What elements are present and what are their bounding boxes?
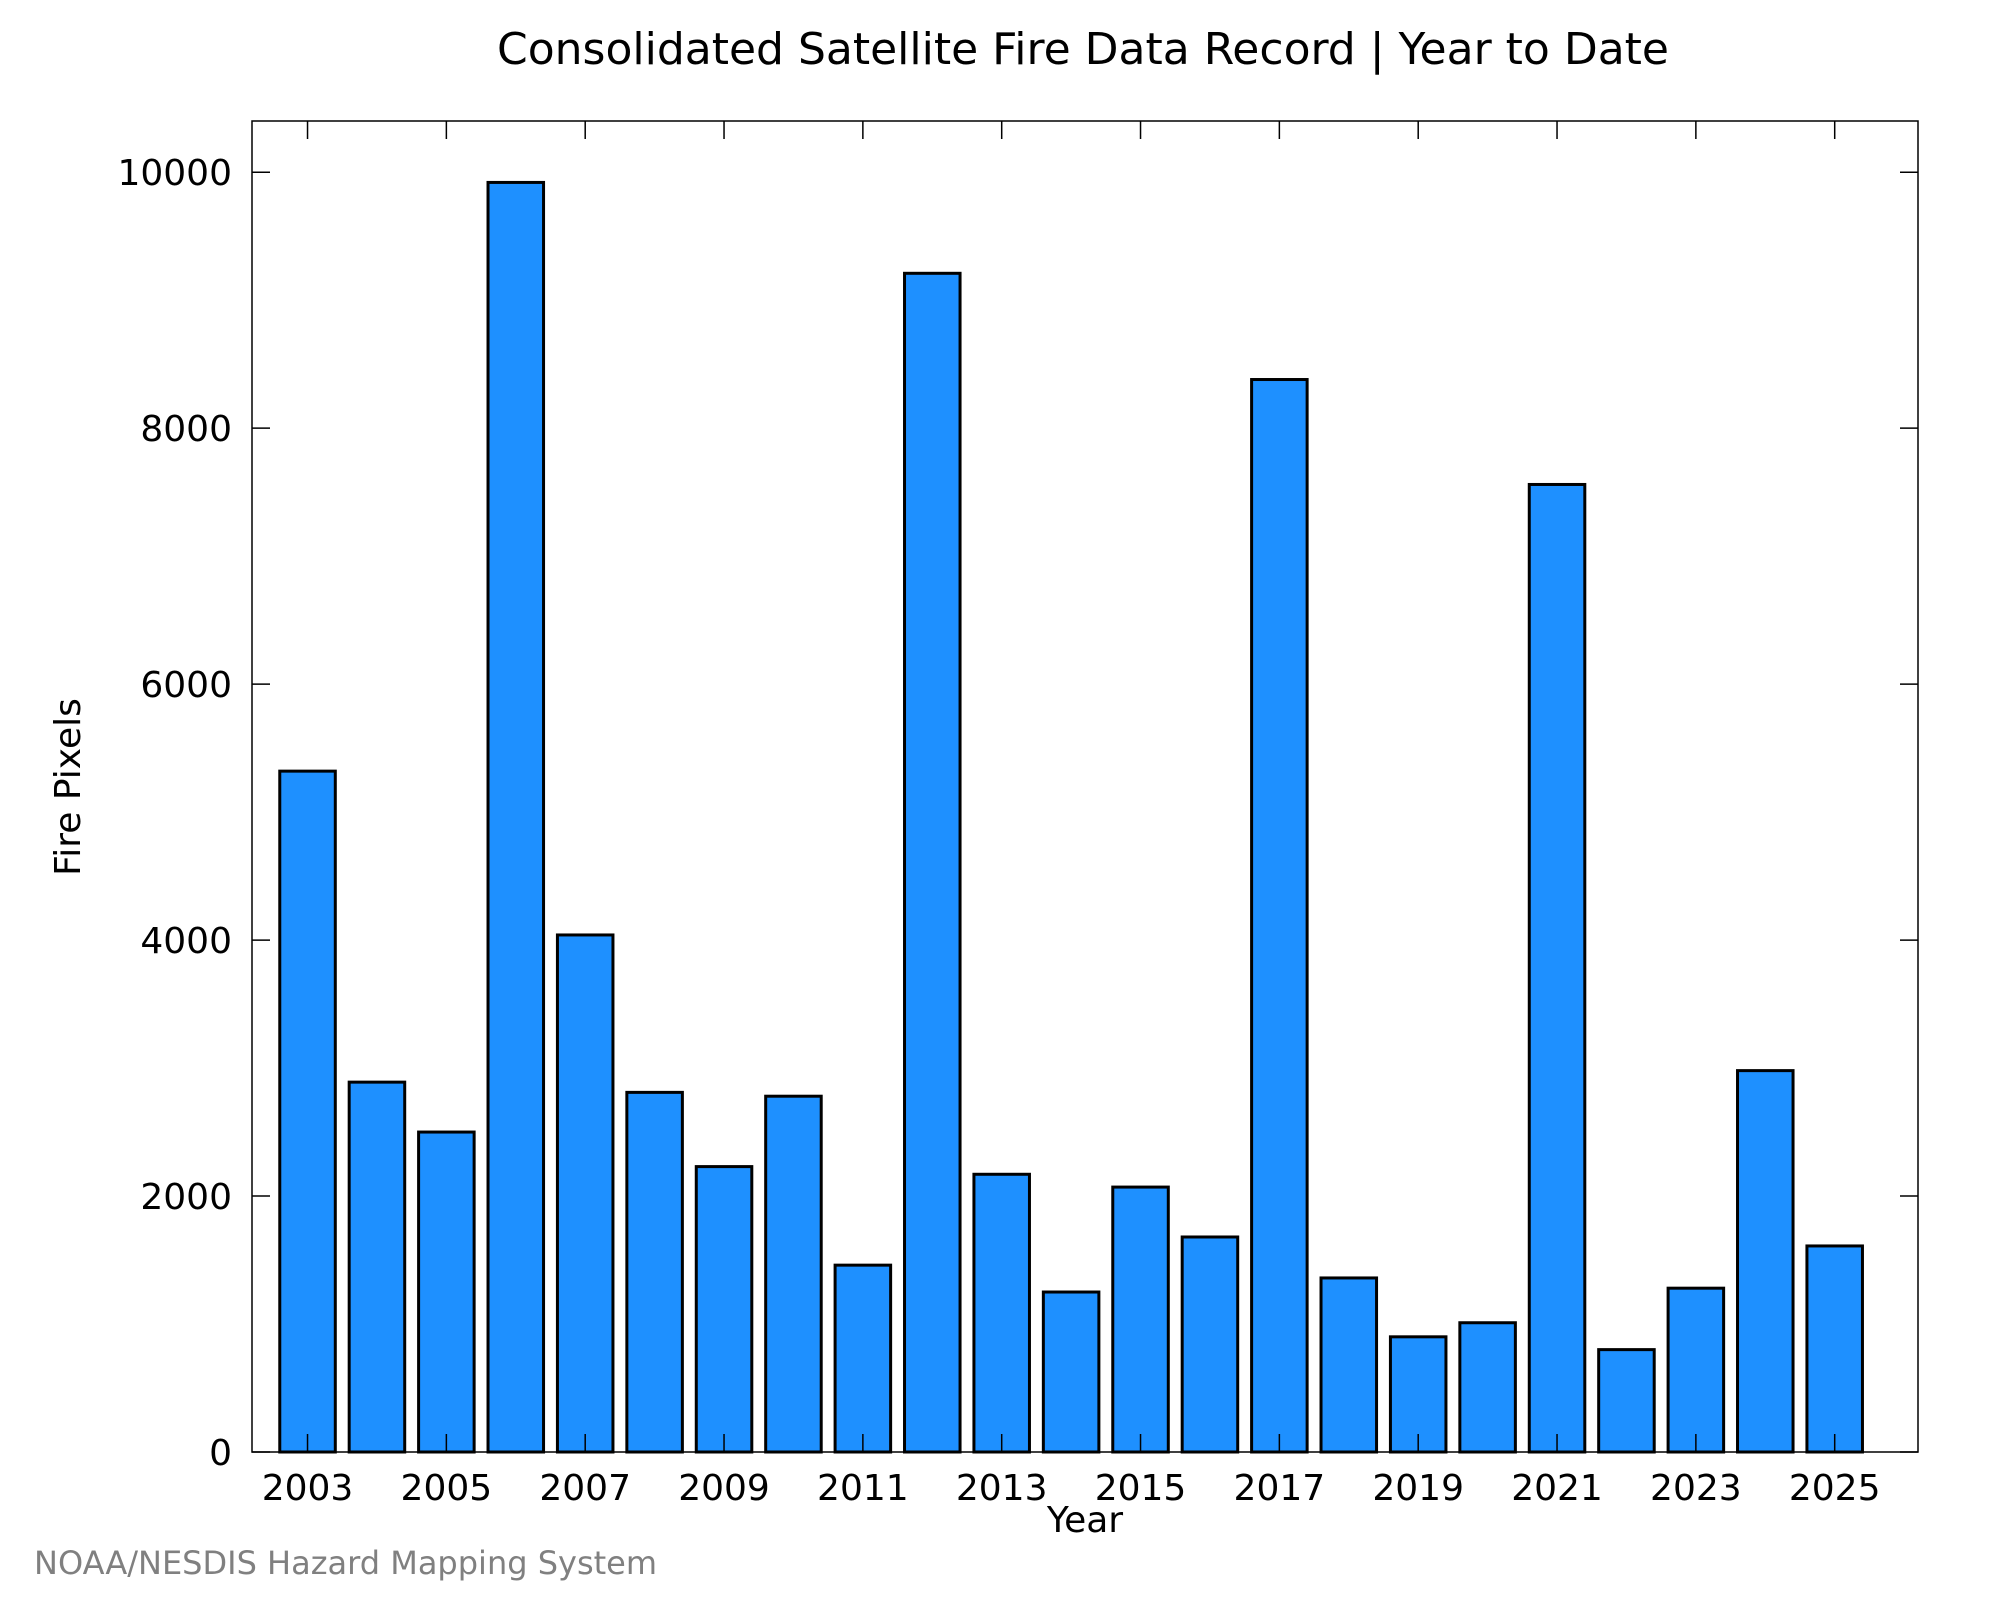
- bar-2007: [555, 933, 615, 1454]
- y-tick-label: 0: [209, 1433, 232, 1474]
- bar-2017: [1250, 378, 1309, 1454]
- bar-2009: [694, 1165, 754, 1454]
- y-tick-label: 6000: [140, 665, 232, 706]
- bar-2023: [1666, 1286, 1726, 1454]
- bar-2005: [417, 1130, 476, 1454]
- x-tick-label: 2021: [1511, 1468, 1603, 1509]
- x-tick-label: 2009: [678, 1468, 770, 1509]
- bar-2018: [1319, 1276, 1379, 1454]
- bar-2024: [1736, 1069, 1795, 1454]
- bar-2003: [278, 769, 337, 1454]
- y-axis: 0 2000 4000 6000 8000 10000: [117, 153, 1918, 1474]
- y-tick-label: 8000: [140, 409, 232, 450]
- bar-2022: [1597, 1348, 1656, 1454]
- bar-2004: [347, 1080, 407, 1454]
- bar-2016: [1180, 1235, 1240, 1454]
- bar-2021: [1527, 482, 1587, 1454]
- x-axis-label: Year: [1046, 1500, 1123, 1541]
- x-tick-label: 2019: [1372, 1468, 1464, 1509]
- y-tick-label: 2000: [140, 1177, 232, 1218]
- bar-2010: [764, 1094, 823, 1454]
- bar-2006: [486, 180, 546, 1454]
- bars-group: [278, 180, 1864, 1454]
- chart-title: Consolidated Satellite Fire Data Record …: [497, 24, 1669, 75]
- bar-2008: [625, 1090, 684, 1454]
- bar-2014: [1041, 1290, 1101, 1454]
- bar-2012: [903, 271, 962, 1454]
- x-tick-label: 2025: [1789, 1468, 1881, 1509]
- y-axis-label: Fire Pixels: [48, 698, 89, 876]
- bar-2025: [1805, 1244, 1864, 1454]
- bar-2015: [1111, 1185, 1170, 1454]
- credit-text: NOAA/NESDIS Hazard Mapping System: [34, 1544, 657, 1582]
- bar-2011: [833, 1263, 893, 1454]
- y-tick-label: 10000: [117, 153, 232, 194]
- x-tick-label: 2005: [401, 1468, 493, 1509]
- x-tick-label: 2003: [262, 1468, 354, 1509]
- x-tick-label: 2023: [1650, 1468, 1742, 1509]
- x-tick-label: 2013: [956, 1468, 1048, 1509]
- x-tick-label: 2017: [1234, 1468, 1326, 1509]
- bar-2020: [1458, 1321, 1517, 1454]
- x-tick-label: 2015: [1095, 1468, 1187, 1509]
- plot-frame: [251, 120, 1919, 1453]
- y-tick-label: 4000: [140, 921, 232, 962]
- x-tick-label: 2007: [539, 1468, 631, 1509]
- x-axis: 2003 2005 2007 2009 2011 2013 2015 2017 2019 2021…: [262, 121, 1881, 1509]
- bar-2013: [972, 1172, 1031, 1454]
- x-tick-label: 2011: [817, 1468, 909, 1509]
